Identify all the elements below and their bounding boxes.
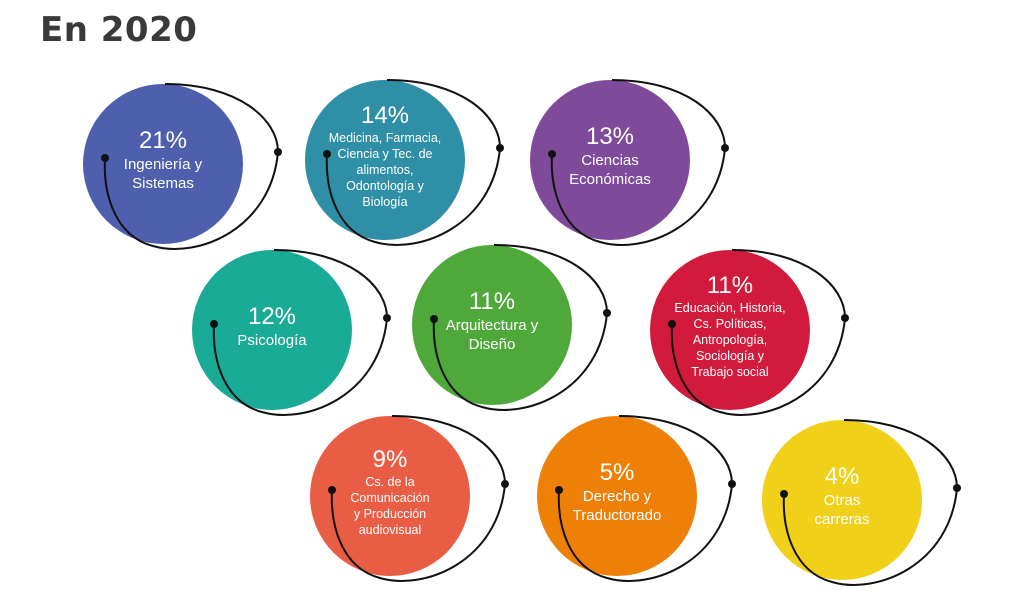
swirl-line-9 bbox=[782, 419, 959, 586]
swirl-end-dot-9 bbox=[953, 484, 961, 492]
bubble-9 bbox=[762, 420, 922, 580]
swirl-line-7 bbox=[330, 415, 507, 582]
swirl-start-dot-3 bbox=[548, 150, 556, 158]
swirl-line-3 bbox=[550, 79, 727, 246]
bubble-3 bbox=[530, 80, 690, 240]
swirl-end-dot-3 bbox=[721, 144, 729, 152]
bubble-7 bbox=[310, 416, 470, 576]
swirl-line-5 bbox=[432, 244, 609, 411]
swirl-end-dot-2 bbox=[496, 144, 504, 152]
swirl-start-dot-4 bbox=[210, 320, 218, 328]
swirl-end-dot-7 bbox=[501, 480, 509, 488]
swirl-start-dot-1 bbox=[101, 154, 109, 162]
swirl-line-1 bbox=[103, 83, 280, 250]
page-title: En 2020 bbox=[40, 10, 198, 50]
bubble-4 bbox=[192, 250, 352, 410]
swirl-line-4 bbox=[212, 249, 389, 416]
bubble-2 bbox=[305, 80, 465, 240]
bubble-8 bbox=[537, 416, 697, 576]
swirl-end-dot-1 bbox=[274, 148, 282, 156]
swirl-line-8 bbox=[557, 415, 734, 582]
swirl-end-dot-4 bbox=[383, 314, 391, 322]
swirl-end-dot-6 bbox=[841, 314, 849, 322]
bubble-1 bbox=[83, 84, 243, 244]
swirl-start-dot-6 bbox=[668, 320, 676, 328]
swirl-start-dot-5 bbox=[430, 315, 438, 323]
swirl-start-dot-9 bbox=[780, 490, 788, 498]
swirl-start-dot-8 bbox=[555, 486, 563, 494]
bubble-6 bbox=[650, 250, 810, 410]
swirl-end-dot-8 bbox=[728, 480, 736, 488]
swirl-start-dot-2 bbox=[323, 150, 331, 158]
swirl-line-2 bbox=[325, 79, 502, 246]
bubble-5 bbox=[412, 245, 572, 405]
swirl-line-6 bbox=[670, 249, 847, 416]
swirl-start-dot-7 bbox=[328, 486, 336, 494]
swirl-end-dot-5 bbox=[603, 309, 611, 317]
